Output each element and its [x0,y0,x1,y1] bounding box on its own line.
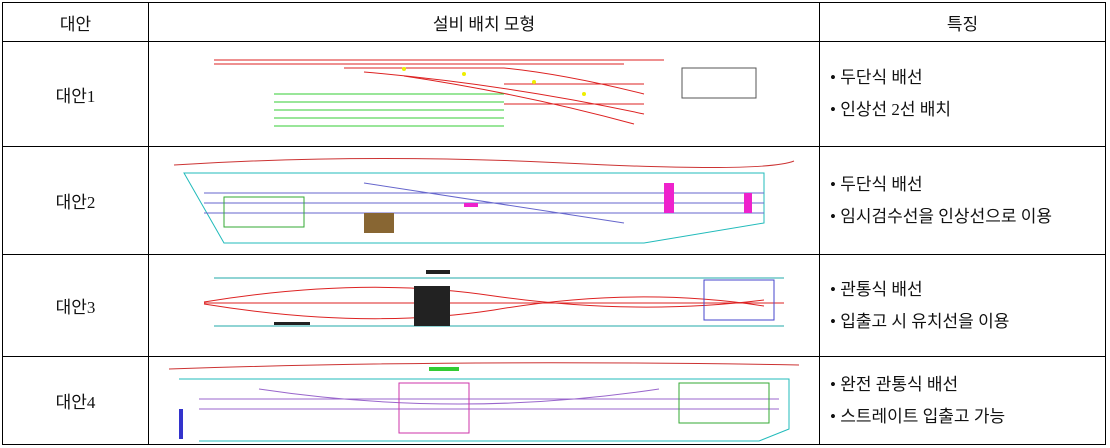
alt-name: 대안1 [2,41,149,147]
feature: • 임시검수선을 인상선으로 이용 [830,206,1053,226]
header-cell: 설비 배치 모형 [148,2,820,42]
layout-drawing [148,254,820,357]
row: 대안1 • 두단식 배선 • 인상선 2선 배치 [2,41,1106,147]
features: • 관통식 배선 • 입출고 시 유치선을 이용 [819,254,1106,357]
features: • 완전 관통식 배선 • 스트레이트 입출고 가능 [819,356,1106,445]
feature: • 완전 관통식 배선 [830,374,959,394]
feature: • 두단식 배선 [830,68,923,87]
row: 대안2 • 두단식 배선 • 임시검수선을 인상선으로 이용 [2,146,1106,255]
feature: • 스트레이트 입출고 가능 [830,406,1006,426]
header-row: 대안 설비 배치 모형 특징 [2,2,1106,42]
alt-name: 대안4 [2,356,149,445]
features: • 두단식 배선 • 임시검수선을 인상선으로 이용 [819,146,1106,255]
feature: • 관통식 배선 [830,279,923,299]
layout-drawing [148,41,820,147]
header-cell: 특징 [819,2,1106,42]
header-cell: 대안 [2,2,149,42]
alt-name: 대안2 [2,146,149,255]
track-sketch [173,157,795,243]
layout-drawing [148,146,820,255]
row: 대안4 • 완전 관통식 배선 • 스트레이트 입출고 가능 [2,356,1106,445]
feature: • 입출고 시 유치선을 이용 [830,311,1010,331]
feature: • 인상선 2선 배치 [830,100,952,119]
alt-name: 대안3 [2,254,149,357]
features: • 두단식 배선 • 인상선 2선 배치 [819,41,1106,147]
track-sketch [214,59,757,127]
feature: • 두단식 배선 [830,174,923,194]
row: 대안3 • 관통식 배선 • 입출고 시 유치선을 이용 [2,254,1106,357]
layout-drawing [148,356,820,445]
track-sketch [203,269,784,326]
track-sketch [168,361,800,441]
